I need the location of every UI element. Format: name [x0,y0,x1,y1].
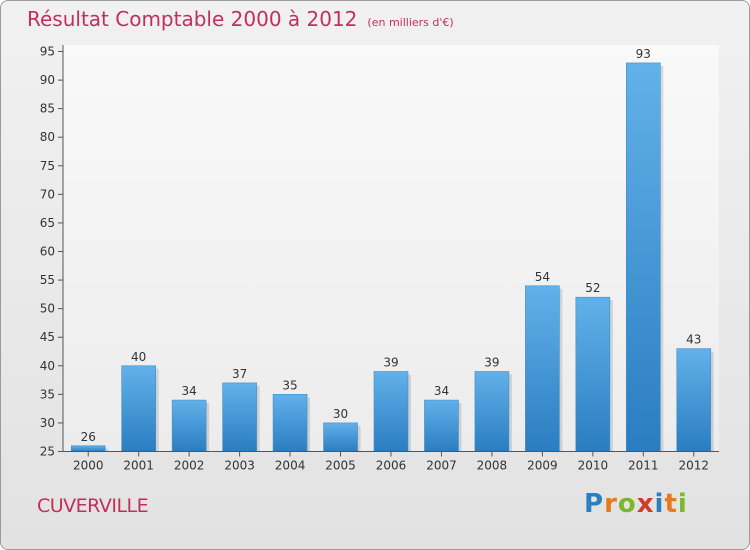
y-tick-label-75: 75 [40,159,55,173]
bar-2008 [474,371,510,452]
proxiti-logo: Proxiti [584,489,688,519]
x-tick-label-2006: 2006 [376,459,407,473]
y-tick-label-80: 80 [40,130,55,144]
y-tick-label-70: 70 [40,187,55,201]
data-label-2008: 39 [484,356,499,370]
y-tick-label-55: 55 [40,273,55,287]
data-label-2010: 52 [585,281,600,295]
logo-letter-4: i [654,489,665,519]
x-tick-label-2012: 2012 [678,459,709,473]
x-tick-label-2005: 2005 [325,459,356,473]
data-label-2006: 39 [383,356,398,370]
logo-letter-1: r [604,489,618,519]
x-tick-label-2007: 2007 [426,459,457,473]
y-tick-label-45: 45 [40,330,55,344]
chart-title-block: Résultat Comptable 2000 à 2012 (en millie… [27,7,454,31]
axes-group: 2000 2001 2002 2003 2004 2005 2006 2007 2008 2009… [40,45,719,473]
data-label-2000: 26 [81,430,96,444]
chart-title: Résultat Comptable 2000 à 2012 [27,7,358,31]
chart-subtitle: (en milliers d'€) [367,16,454,29]
data-label-2003: 37 [232,367,247,381]
data-label-2007: 34 [434,384,449,398]
x-tick-label-2000: 2000 [73,459,104,473]
logo-letter-2: o [617,489,637,519]
bar-2006 [373,371,409,452]
logo-letter-3: x [636,489,655,519]
bar-2002 [171,399,207,452]
data-label-2001: 40 [131,350,146,364]
bar-2000 [70,445,106,452]
x-tick-label-2009: 2009 [527,459,558,473]
logo-letter-6: i [677,489,688,519]
bars-group: 26 40 34 37 35 30 39 34 39 54 52 93 43 [70,47,714,452]
logo-letter-0: P [584,489,605,519]
y-tick-label-30: 30 [40,416,55,430]
data-label-2011: 93 [636,47,651,61]
x-tick-label-2008: 2008 [477,459,508,473]
bar-2004 [272,394,308,452]
y-tick-label-85: 85 [40,102,55,116]
bar-2011 [626,62,661,452]
x-tick-label-2002: 2002 [174,459,205,473]
x-tick-label-2001: 2001 [123,459,154,473]
data-label-2012: 43 [686,333,701,347]
data-label-2005: 30 [333,407,348,421]
y-tick-label-65: 65 [40,216,55,230]
y-tick-label-95: 95 [40,45,55,59]
y-tick-label-25: 25 [40,445,55,459]
data-label-2009: 54 [535,270,550,284]
data-label-2004: 35 [282,378,297,392]
x-tick-label-2004: 2004 [275,459,306,473]
x-tick-label-2010: 2010 [578,459,609,473]
place-name: CUVERVILLE [37,495,149,517]
bar-2001 [121,365,156,452]
bar-2012 [676,348,712,452]
bar-2005 [323,422,358,452]
bar-2007 [424,399,459,452]
x-tick-label-2003: 2003 [224,459,255,473]
bar-2003 [222,382,257,452]
bar-2009 [525,285,560,452]
y-tick-label-35: 35 [40,387,55,401]
y-tick-label-40: 40 [40,359,55,373]
y-tick-label-60: 60 [40,245,55,259]
bar-2010 [575,296,611,452]
x-tick-label-2011: 2011 [628,459,659,473]
data-label-2002: 34 [182,384,197,398]
logo-letter-5: t [664,489,678,519]
y-tick-label-90: 90 [40,73,55,87]
y-tick-label-50: 50 [40,302,55,316]
